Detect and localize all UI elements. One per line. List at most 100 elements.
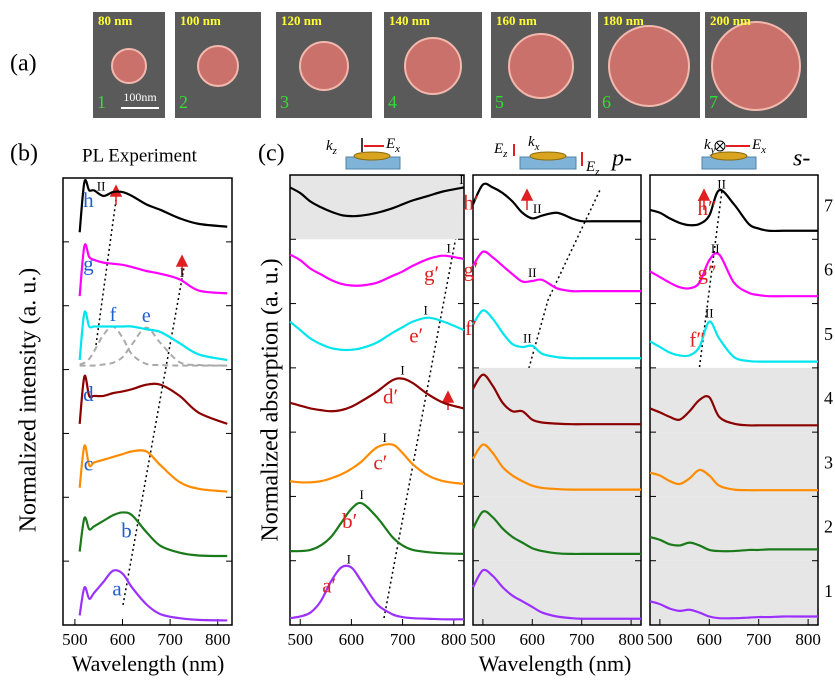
peak-marker: I: [347, 552, 351, 567]
x-tick-label: 800: [205, 630, 231, 649]
component-curve: [80, 328, 228, 366]
size-label: 160 nm: [496, 13, 537, 28]
row-number: 6: [824, 260, 833, 280]
curve-label: e: [142, 305, 151, 327]
curve: [290, 566, 464, 620]
x-tick-label: 700: [569, 630, 595, 649]
peak-marker: I: [400, 363, 404, 378]
shaded-row: [473, 368, 641, 432]
curve: [650, 253, 818, 296]
peak-marker: I: [359, 487, 363, 502]
peak-marker: I: [459, 172, 463, 187]
curve: [290, 503, 464, 554]
x-tick-label: 700: [157, 630, 183, 649]
symbol: E: [493, 141, 503, 157]
size-label: 120 nm: [281, 13, 322, 28]
curve: [80, 376, 228, 424]
x-axis-label: Wavelength (nm): [479, 651, 632, 676]
subscript: z: [332, 145, 338, 157]
peak-marker: II: [711, 241, 720, 256]
particle: [198, 46, 238, 86]
curve-label: g: [83, 252, 94, 276]
polarization-label: s-: [793, 146, 810, 172]
panel-title: PL Experiment: [82, 145, 198, 166]
x-tick-label: 800: [618, 630, 644, 649]
curve-label: h: [83, 188, 94, 212]
curve: [290, 378, 464, 411]
shaded-row: [473, 496, 641, 560]
x-tick-label: 500: [647, 630, 673, 649]
peak-marker: I: [383, 430, 387, 445]
peak-marker: I: [180, 265, 184, 280]
curve-label: d′: [383, 384, 398, 408]
row-number: 5: [824, 324, 833, 344]
shaded-row: [473, 432, 641, 496]
shaded-row: [650, 561, 818, 625]
curve-label: b′: [342, 509, 357, 533]
x-tick-label: 700: [746, 630, 772, 649]
particle: [609, 26, 689, 106]
x-tick-label: 600: [520, 630, 546, 649]
curve-label: f: [110, 304, 117, 326]
particle: [405, 38, 461, 94]
x-tick-label: 600: [110, 630, 136, 649]
x-tick-label: 600: [339, 630, 365, 649]
subscript: y: [710, 144, 716, 156]
curve-label: g″: [698, 260, 717, 284]
row-number: 2: [824, 517, 833, 537]
shaded-row: [473, 561, 641, 625]
curve-label: d: [83, 382, 94, 406]
image-index: 4: [388, 92, 397, 112]
curve-label: h′: [463, 190, 478, 214]
curve-label: c′: [373, 450, 387, 474]
particle: [712, 22, 800, 110]
curve: [80, 512, 228, 556]
x-tick-label: 700: [390, 630, 416, 649]
curve-label: a′: [322, 573, 336, 597]
image-index: 1: [97, 92, 106, 112]
x-tick-label: 500: [287, 630, 313, 649]
inset-label: kx: [528, 134, 540, 152]
inset-label: ky: [704, 137, 716, 155]
figure: (a) (b) PL Experiment (c) Normalized int…: [0, 0, 835, 680]
subscript: z: [502, 148, 508, 160]
y-axis-label: Normalized absorption (a. u.): [258, 258, 284, 541]
subscript: z: [594, 166, 600, 178]
row-number: 7: [824, 195, 833, 215]
curve-label: a: [112, 577, 122, 601]
curve-label: g′: [463, 258, 478, 282]
peak-marker: II: [523, 330, 532, 345]
curve-label: b: [121, 518, 132, 542]
y-axis-label: Normalized intensity (a. u.): [16, 268, 42, 533]
shaded-row: [650, 432, 818, 496]
curve: [80, 570, 228, 620]
symbol: E: [585, 159, 595, 175]
peak-marker: II: [533, 201, 542, 216]
curve-label: h″: [698, 196, 717, 220]
row-number: 3: [824, 452, 833, 472]
size-label: 200 nm: [710, 13, 751, 28]
inset-label: Ez: [493, 141, 508, 159]
image-index: 3: [280, 92, 289, 112]
curve: [80, 445, 228, 491]
inset-label: Ex: [385, 136, 400, 154]
size-label: 100 nm: [180, 13, 221, 28]
curve: [650, 322, 818, 362]
inset-label: kz: [326, 138, 338, 156]
panel-label: (c): [258, 141, 285, 167]
size-label: 180 nm: [603, 13, 644, 28]
curve: [290, 318, 464, 350]
curve-label: g′: [424, 261, 439, 285]
scale-bar-label: 100nm: [123, 90, 157, 104]
inset-label: Ex: [751, 137, 766, 155]
inset-label: Ez: [585, 159, 600, 177]
curve: [473, 251, 641, 291]
x-tick-label: 500: [470, 630, 496, 649]
curve: [650, 190, 818, 231]
peak-marker: I: [446, 240, 450, 255]
subscript: x: [534, 141, 540, 153]
image-index: 5: [495, 92, 504, 112]
particle: [112, 49, 146, 83]
peak-marker: II: [717, 177, 726, 192]
x-axis-label: Wavelength (nm): [72, 651, 225, 676]
